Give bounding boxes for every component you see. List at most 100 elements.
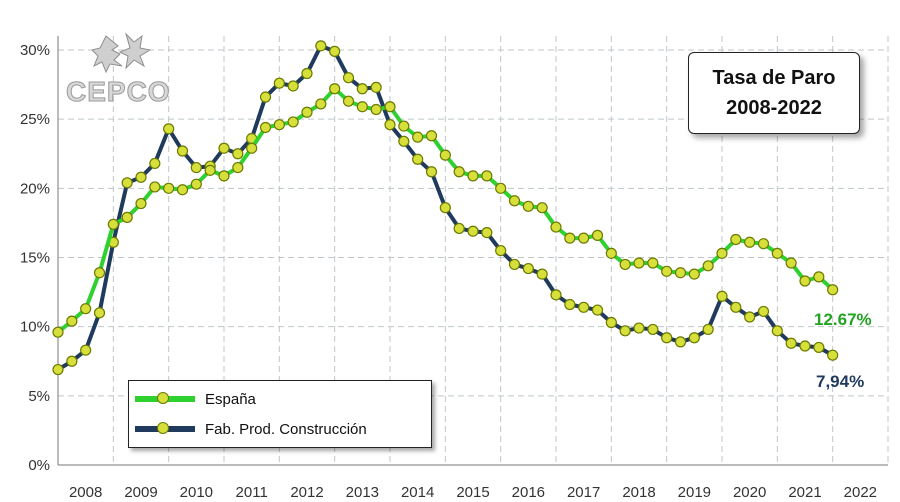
data-point-fabricacion [633, 322, 645, 334]
x-tick-label: 2021 [788, 484, 821, 501]
data-point-espana [52, 326, 64, 338]
data-point-espana [66, 315, 78, 327]
data-point-fabricacion [135, 171, 147, 183]
data-point-espana [661, 265, 673, 277]
data-point-fabricacion [425, 166, 438, 178]
x-tick-label: 2009 [124, 484, 157, 501]
legend-label-fabricacion: Fab. Prod. Construcción [205, 420, 367, 438]
data-point-fabricacion [163, 123, 175, 135]
data-point-fabricacion [301, 67, 313, 80]
data-point-espana [107, 218, 119, 230]
data-point-espana [315, 98, 327, 110]
data-point-espana [121, 211, 133, 223]
data-point-espana [619, 258, 631, 271]
data-point-espana [522, 200, 534, 212]
data-point-fabricacion [674, 336, 687, 348]
data-point-espana [232, 161, 244, 174]
logo-mark-icon [91, 32, 152, 74]
data-point-espana [163, 182, 175, 194]
x-tick-label: 2017 [567, 484, 600, 501]
data-point-espana [204, 164, 216, 176]
axes: 0% 5% 10% 15% 20% 25% 30% 2008 2009 2010 2011 2012 2… [20, 36, 888, 501]
series-layer [52, 40, 839, 376]
legend-marker-icon [157, 422, 169, 434]
data-point-fabricacion [149, 157, 161, 170]
data-point-espana [135, 197, 147, 210]
legend-item-fabricacion: Fab. Prod. Construcción [135, 417, 367, 441]
data-point-fabricacion [121, 177, 133, 189]
data-point-espana [259, 121, 272, 134]
y-tick-label: 20% [20, 180, 50, 197]
data-point-fabricacion [356, 83, 368, 95]
logo-text: CEPCO [66, 76, 171, 108]
x-tick-label: 2018 [622, 484, 655, 501]
x-tick-label: 2011 [236, 484, 268, 501]
x-tick-label: 2016 [512, 484, 545, 501]
data-point-espana [370, 103, 382, 116]
x-tick-label: 2013 [346, 484, 379, 501]
data-point-espana [342, 95, 355, 107]
data-point-espana [716, 247, 728, 259]
data-point-espana [785, 257, 797, 269]
end-label-espana: 12.67% [814, 310, 872, 329]
data-point-fabricacion [564, 298, 576, 311]
data-point-fabricacion [688, 332, 700, 344]
data-point-espana [190, 178, 202, 190]
data-point-espana [674, 267, 687, 279]
data-point-espana [93, 267, 106, 279]
data-point-fabricacion [287, 80, 299, 92]
data-point-fabricacion [578, 301, 590, 313]
y-tick-label: 10% [20, 319, 50, 336]
data-point-fabricacion [813, 341, 825, 354]
data-point-fabricacion [522, 262, 534, 275]
data-point-espana [813, 271, 825, 283]
chart-title-line1: Tasa de Paro [712, 67, 836, 89]
data-point-espana [425, 130, 438, 142]
legend: España Fab. Prod. Construcción [128, 380, 432, 448]
data-point-espana [578, 232, 590, 244]
data-point-espana [439, 149, 451, 161]
data-point-fabricacion [536, 268, 548, 280]
y-tick-label: 30% [20, 42, 50, 59]
data-point-espana [301, 106, 313, 118]
data-point-espana [80, 303, 92, 315]
data-point-espana [453, 166, 465, 178]
data-point-fabricacion [799, 340, 811, 352]
data-point-fabricacion [342, 72, 355, 84]
data-point-fabricacion [591, 304, 604, 316]
data-point-espana [564, 232, 576, 244]
chart-title-line2: 2008-2022 [726, 97, 822, 119]
data-point-fabricacion [495, 244, 507, 257]
data-point-espana [799, 275, 811, 287]
data-point-espana [757, 238, 770, 250]
data-point-espana [467, 170, 479, 182]
legend-label-espana: España [205, 390, 256, 408]
data-point-espana [591, 229, 604, 241]
end-label-fabricacion: 7,94% [816, 372, 865, 391]
data-point-espana [273, 119, 285, 131]
x-tick-label: 2008 [69, 484, 102, 501]
data-point-fabricacion [661, 332, 673, 344]
data-point-espana [176, 184, 189, 196]
data-point-fabricacion [647, 323, 659, 336]
data-point-fabricacion [93, 307, 106, 319]
data-point-fabricacion [398, 135, 410, 147]
data-point-espana [412, 131, 424, 143]
data-point-fabricacion [273, 77, 285, 89]
y-tick-label: 25% [20, 111, 50, 128]
logo [66, 30, 190, 110]
chart-title-box: Tasa de Paro 2008-2022 [688, 52, 860, 134]
data-point-espana [827, 284, 839, 296]
data-point-espana [647, 257, 659, 269]
data-point-espana [730, 233, 742, 246]
data-point-espana [481, 170, 493, 182]
data-point-espana [384, 101, 396, 113]
x-tick-label: 2012 [290, 484, 323, 501]
data-point-espana [771, 247, 783, 259]
legend-swatch-fabricacion [135, 422, 195, 434]
data-point-fabricacion [730, 301, 742, 313]
data-point-fabricacion [412, 153, 424, 165]
data-point-espana [702, 260, 714, 272]
data-point-espana [495, 182, 507, 194]
data-point-espana [508, 195, 521, 207]
